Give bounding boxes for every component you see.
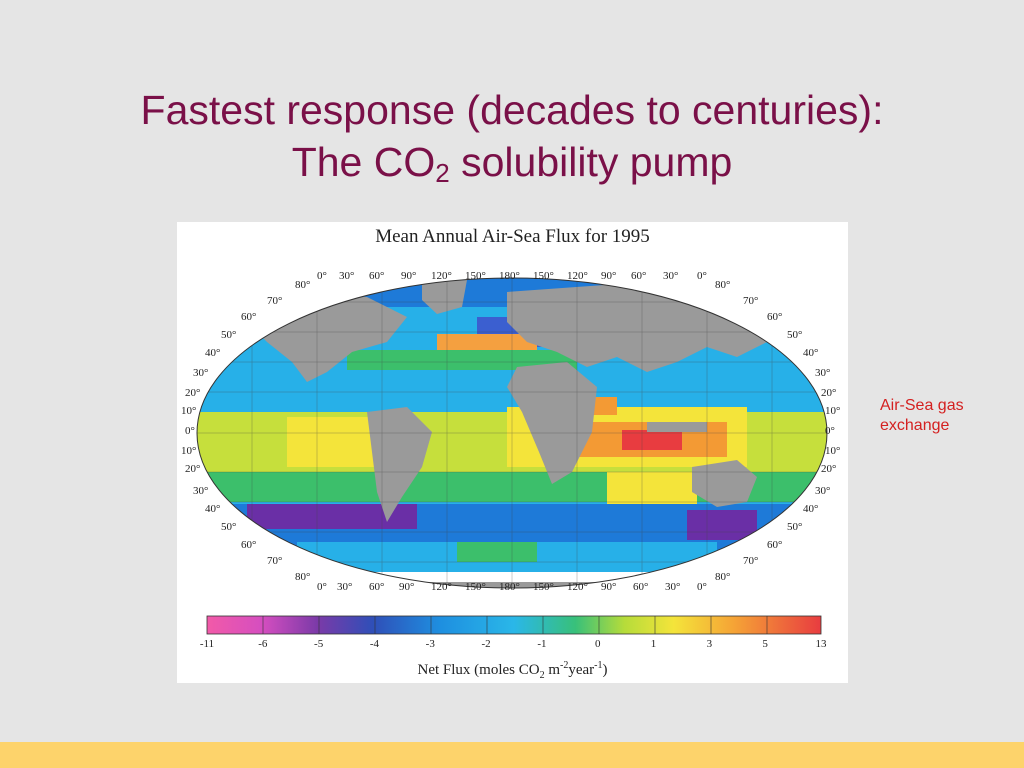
svg-text:20°: 20° [821, 463, 836, 475]
svg-text:30°: 30° [193, 485, 208, 497]
svg-text:80°: 80° [715, 571, 730, 583]
flux-map-figure: 0° 30° 60° 90° 120° 150° 180° 150° 120° 90° 60°… [177, 222, 848, 683]
scale-tick-label: -6 [258, 638, 268, 650]
svg-text:80°: 80° [295, 571, 310, 583]
svg-text:30°: 30° [663, 270, 678, 282]
svg-text:60°: 60° [767, 539, 782, 551]
scale-tick-label: 13 [815, 638, 827, 650]
svg-text:50°: 50° [787, 521, 802, 533]
svg-text:70°: 70° [267, 555, 282, 567]
svg-text:60°: 60° [369, 581, 384, 593]
svg-text:120°: 120° [431, 270, 452, 282]
svg-text:0°: 0° [697, 270, 707, 282]
svg-text:0°: 0° [825, 425, 835, 437]
title-suffix: solubility pump [449, 139, 733, 185]
side-note: Air-Sea gas exchange [880, 397, 964, 434]
svg-text:120°: 120° [431, 581, 452, 593]
svg-text:180°: 180° [499, 581, 520, 593]
svg-text:10°: 10° [181, 445, 196, 457]
svg-text:10°: 10° [825, 405, 840, 417]
svg-text:30°: 30° [339, 270, 354, 282]
scale-tick-label: -2 [481, 638, 491, 650]
color-scale-caption: Net Flux (moles CO2 m-2year-1) [177, 660, 848, 681]
svg-text:20°: 20° [821, 387, 836, 399]
svg-text:50°: 50° [787, 329, 802, 341]
bottom-accent-bar [0, 742, 1024, 768]
color-scale-bar [206, 615, 822, 635]
svg-text:120°: 120° [567, 270, 588, 282]
svg-text:20°: 20° [185, 463, 200, 475]
bottom-longitude-labels: 0° 30° 60° 90° 120° 150° 180° 150° 120° 90° 60°… [317, 581, 707, 593]
scale-tick-label: -4 [369, 638, 380, 650]
globe-outline [196, 277, 828, 589]
svg-text:150°: 150° [465, 581, 486, 593]
flux-map-svg: 0° 30° 60° 90° 120° 150° 180° 150° 120° 90° 60°… [181, 270, 840, 635]
svg-text:30°: 30° [665, 581, 680, 593]
svg-text:50°: 50° [221, 329, 236, 341]
scale-tick-label: -11 [199, 638, 215, 650]
svg-text:90°: 90° [399, 581, 414, 593]
caption-year: year [568, 662, 595, 678]
svg-text:70°: 70° [743, 295, 758, 307]
title-line-1: Fastest response (decades to centuries): [140, 87, 884, 133]
scale-tick-label: 0 [594, 638, 601, 650]
svg-text:70°: 70° [267, 295, 282, 307]
caption-co2-sub: 2 [539, 670, 545, 681]
svg-text:90°: 90° [401, 270, 416, 282]
scale-tick-label: 5 [762, 638, 768, 650]
svg-text:120°: 120° [567, 581, 588, 593]
svg-text:0°: 0° [317, 581, 327, 593]
scale-tick-label: -3 [425, 638, 435, 650]
svg-text:20°: 20° [185, 387, 200, 399]
caption-sup-1: -2 [560, 660, 569, 671]
figure-title: Mean Annual Air-Sea Flux for 1995 [375, 226, 650, 247]
scale-tick-label: -1 [537, 638, 547, 650]
svg-text:150°: 150° [465, 270, 486, 282]
svg-text:60°: 60° [633, 581, 648, 593]
scale-tick-label: 3 [706, 638, 713, 650]
svg-text:60°: 60° [767, 311, 782, 323]
caption-prefix: Net Flux (moles CO [417, 662, 540, 678]
svg-text:60°: 60° [369, 270, 384, 282]
slide-title: Fastest response (decades to centuries):… [0, 84, 1024, 188]
svg-text:90°: 90° [601, 581, 616, 593]
svg-text:30°: 30° [815, 367, 830, 379]
svg-text:0°: 0° [185, 425, 195, 437]
svg-text:40°: 40° [803, 347, 818, 359]
svg-text:10°: 10° [825, 445, 840, 457]
svg-text:150°: 150° [533, 270, 554, 282]
color-scale-ticks [262, 616, 768, 634]
caption-end: ) [602, 662, 608, 678]
svg-text:60°: 60° [241, 539, 256, 551]
caption-sup-2: -1 [594, 660, 603, 671]
svg-text:70°: 70° [743, 555, 758, 567]
title-line-2: The CO2 solubility pump [0, 136, 1024, 188]
title-co-subscript: 2 [435, 158, 450, 188]
svg-text:50°: 50° [221, 521, 236, 533]
ocean-flux-field [197, 278, 827, 588]
svg-text:180°: 180° [499, 270, 520, 282]
svg-text:90°: 90° [601, 270, 616, 282]
svg-text:80°: 80° [295, 279, 310, 291]
svg-text:30°: 30° [815, 485, 830, 497]
right-latitude-labels: 80°70°60° 50°40°30° 20°10°0° 10°20°30° 4… [715, 279, 840, 583]
scale-tick-label: 1 [650, 638, 657, 650]
svg-text:60°: 60° [631, 270, 646, 282]
top-longitude-labels: 0° 30° 60° 90° 120° 150° 180° 150° 120° 90° 60°… [317, 270, 707, 282]
left-latitude-labels: 80°70°60° 50°40°30° 20°10°0° 10°20°30° 4… [181, 279, 310, 583]
svg-text:10°: 10° [181, 405, 196, 417]
scale-tick-label: -5 [314, 638, 324, 650]
svg-text:40°: 40° [205, 503, 220, 515]
svg-text:30°: 30° [337, 581, 352, 593]
svg-text:40°: 40° [205, 347, 220, 359]
svg-text:150°: 150° [533, 581, 554, 593]
svg-text:0°: 0° [317, 270, 327, 282]
svg-text:0°: 0° [697, 581, 707, 593]
title-co-prefix: The CO [291, 139, 436, 185]
caption-middle: m [544, 662, 560, 678]
svg-text:40°: 40° [803, 503, 818, 515]
svg-text:80°: 80° [715, 279, 730, 291]
svg-text:30°: 30° [193, 367, 208, 379]
svg-text:60°: 60° [241, 311, 256, 323]
